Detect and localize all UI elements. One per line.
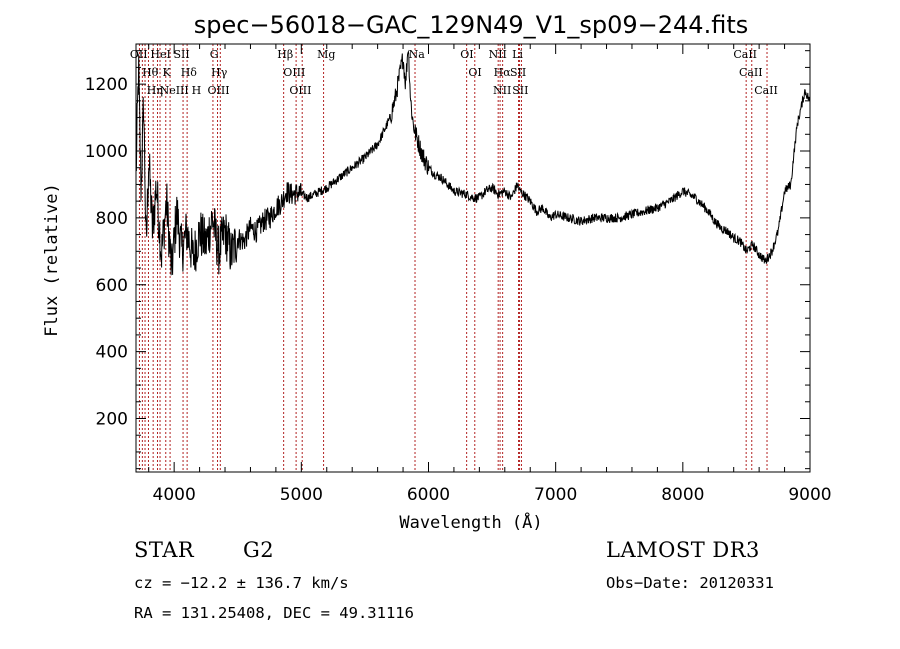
line-marker-label: NII (493, 84, 511, 97)
line-marker-label: Na (409, 48, 426, 61)
spectrum-line (135, 49, 811, 276)
x-tick-label: 6000 (407, 485, 450, 505)
x-tick-label: 5000 (280, 485, 323, 505)
y-tick-label: 600 (96, 276, 128, 296)
line-marker-label: OIII (283, 66, 305, 79)
y-tick-label: 1200 (85, 75, 128, 95)
survey-name: LAMOST DR3 (606, 538, 760, 562)
x-tick-label: 9000 (788, 485, 831, 505)
line-marker-label: Mg (317, 48, 335, 61)
line-marker-label: K (163, 66, 172, 79)
redshift-readout: cz = −12.2 ± 136.7 km/s (134, 574, 349, 592)
line-marker-label: Hθ (142, 66, 159, 79)
line-marker-label: SII (510, 66, 526, 79)
obs-date: Obs−Date: 20120331 (606, 574, 774, 592)
series-layer (135, 49, 811, 276)
line-marker-label: G (210, 48, 219, 61)
x-axis-label: Wavelength (Å) (399, 511, 542, 533)
line-marker-label: H (192, 84, 202, 97)
y-tick-label: 200 (96, 410, 128, 430)
line-marker-label: HeI (150, 48, 170, 61)
line-marker-label: CaII (733, 48, 757, 61)
coordinates: RA = 131.25408, DEC = 49.31116 (134, 604, 414, 622)
line-marker-label: Hη (147, 84, 163, 97)
line-marker-label: Hβ (277, 48, 293, 61)
object-class: STAR (134, 538, 195, 562)
line-marker-label: OI (460, 48, 473, 61)
line-marker-label: CaII (754, 84, 778, 97)
line-marker-label: OIII (289, 84, 311, 97)
line-marker-label: OIII (208, 84, 230, 97)
line-marker-label: SII (173, 48, 189, 61)
y-tick-label: 1000 (85, 142, 128, 162)
y-tick-label: 800 (96, 209, 128, 229)
line-marker-label: CaII (739, 66, 763, 79)
line-marker-label: NII (489, 48, 507, 61)
x-tick-label: 7000 (534, 485, 577, 505)
line-marker-label: Hα (494, 66, 512, 79)
chart-title: spec−56018−GAC_129N49_V1_sp09−244.fits (194, 11, 748, 39)
y-axis-label: Flux (relative) (42, 183, 62, 337)
x-tick-label: 8000 (661, 485, 704, 505)
line-marker-label: NeIII (160, 84, 189, 97)
line-marker-label: Hδ (181, 66, 198, 79)
object-subclass: G2 (243, 538, 275, 562)
plot-frame (135, 43, 811, 473)
line-marker-label: SII (512, 84, 528, 97)
line-marker-labels: OIIHθHηNeIIIHeIKHSIIHδGHγOIIIHβOIIIOIIIM… (130, 48, 778, 97)
x-tick-label: 4000 (153, 485, 196, 505)
line-marker-label: Hγ (211, 66, 228, 79)
line-marker-label: Li (512, 48, 523, 61)
y-tick-label: 400 (96, 343, 128, 363)
axis-ticks: 4000 5000 6000 7000 8000 9000 200 400 600 800 1000… (85, 44, 832, 505)
line-marker-label: OI (468, 66, 481, 79)
